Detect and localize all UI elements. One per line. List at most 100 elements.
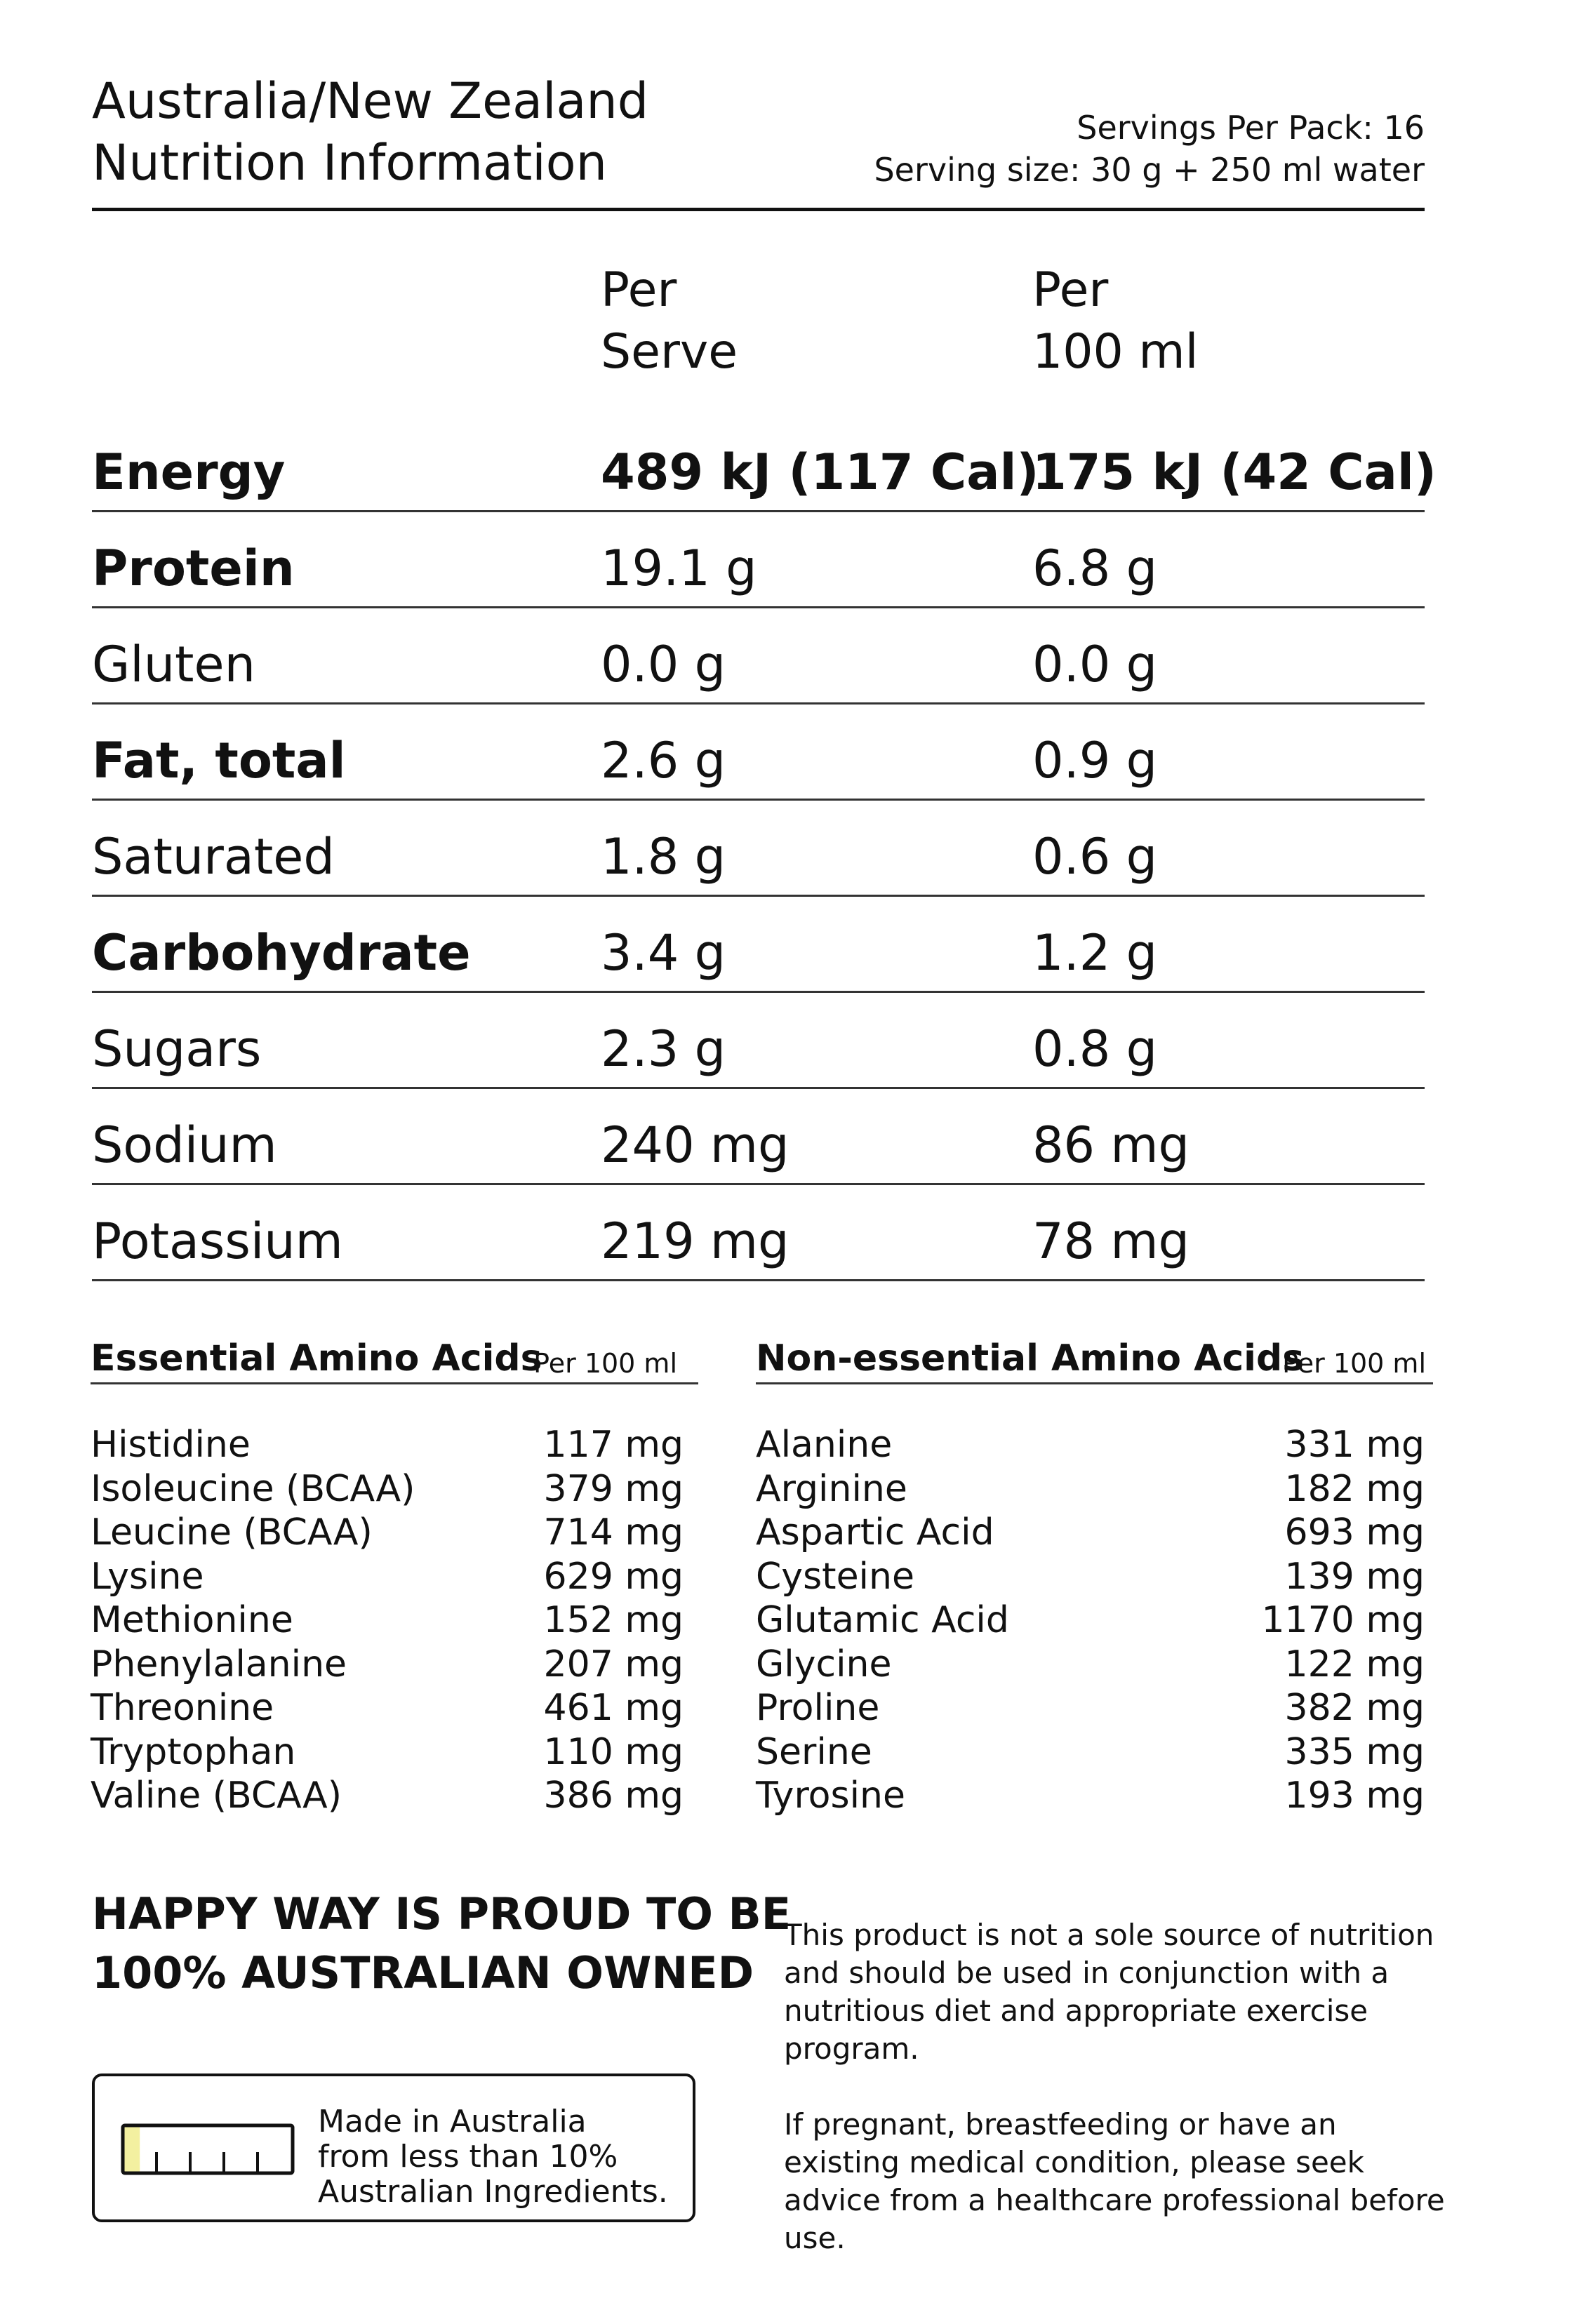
- essential-amino-title: Essential Amino Acids: [91, 1337, 542, 1380]
- serving-size: Serving size: 30 g + 250 ml water: [874, 151, 1425, 189]
- amino-name: Glycine: [756, 1643, 892, 1685]
- nutrient-name: Carbohydrate: [92, 924, 471, 982]
- nutrient-per-serve: 2.6 g: [601, 732, 726, 789]
- nutrient-per-100ml: 0.9 g: [1032, 732, 1158, 789]
- nutrient-row-sugars: Sugars 2.3 g 0.8 g: [92, 991, 1425, 1089]
- amino-name: Isoleucine (BCAA): [91, 1467, 415, 1510]
- nutrient-row-energy: Energy 489 kJ (117 Cal) 175 kJ (42 Cal): [92, 414, 1437, 512]
- list-item: Aspartic Acid 693 mg: [756, 1511, 1425, 1555]
- amino-name: Histidine: [91, 1424, 251, 1466]
- amino-value: 714 mg: [543, 1511, 684, 1554]
- amino-name: Tyrosine: [756, 1775, 905, 1817]
- amino-value: 182 mg: [1284, 1467, 1425, 1510]
- nutrient-name: Protein: [92, 540, 295, 597]
- amino-value: 386 mg: [543, 1775, 684, 1817]
- list-item: Isoleucine (BCAA) 379 mg: [91, 1467, 684, 1511]
- nutrient-per-100ml: 86 mg: [1032, 1116, 1190, 1174]
- list-item: Phenylalanine 207 mg: [91, 1643, 684, 1687]
- amino-name: Serine: [756, 1730, 872, 1773]
- list-item: Methionine 152 mg: [91, 1598, 684, 1643]
- nutrient-per-100ml: 6.8 g: [1032, 540, 1158, 597]
- nonessential-amino-per: Per 100 ml: [1282, 1348, 1426, 1379]
- amino-name: Valine (BCAA): [91, 1775, 342, 1817]
- per-100-line1: Per: [1032, 262, 1109, 318]
- list-item: Leucine (BCAA) 714 mg: [91, 1511, 684, 1555]
- nutrient-per-100ml: 78 mg: [1032, 1213, 1190, 1270]
- nutrient-per-serve: 3.4 g: [601, 924, 726, 982]
- amino-name: Lysine: [91, 1555, 204, 1598]
- nutrient-per-100ml: 175 kJ (42 Cal): [1032, 443, 1437, 501]
- servings-info: Servings Per Pack: 16 Serving size: 30 g…: [874, 107, 1425, 191]
- nutrient-per-serve: 19.1 g: [601, 540, 757, 597]
- panel-title: Australia/New Zealand Nutrition Informat…: [92, 70, 648, 194]
- nonessential-amino-list: Alanine 331 mg Arginine 182 mg Aspartic Ac…: [756, 1423, 1425, 1818]
- nutrient-name: Fat, total: [92, 732, 346, 789]
- nutrient-per-serve: 2.3 g: [601, 1020, 726, 1078]
- nutrient-row-carbohydrate: Carbohydrate 3.4 g 1.2 g: [92, 895, 1425, 993]
- nutrient-per-serve: 240 mg: [601, 1116, 789, 1174]
- header-divider: [92, 208, 1425, 211]
- nutrient-per-100ml: 1.2 g: [1032, 924, 1158, 982]
- list-item: Tryptophan 110 mg: [91, 1730, 684, 1775]
- nutrient-row-protein: Protein 19.1 g 6.8 g: [92, 510, 1425, 608]
- amino-value: 117 mg: [543, 1424, 684, 1466]
- nutrient-name: Sodium: [92, 1116, 277, 1174]
- amino-name: Methionine: [91, 1599, 293, 1641]
- essential-amino-list: Histidine 117 mg Isoleucine (BCAA) 379 mg …: [91, 1423, 684, 1818]
- amino-value: 379 mg: [543, 1467, 684, 1510]
- per-serve-line1: Per: [601, 262, 677, 318]
- nutrient-per-serve: 1.8 g: [601, 828, 726, 886]
- title-line-1: Australia/New Zealand: [92, 72, 649, 130]
- list-item: Histidine 117 mg: [91, 1423, 684, 1467]
- list-item: Threonine 461 mg: [91, 1686, 684, 1730]
- nutrient-name: Potassium: [92, 1213, 343, 1270]
- made-in-australia-box: Made in Australia from less than 10% Aus…: [92, 2073, 695, 2222]
- nutrient-name: Saturated: [92, 828, 335, 886]
- australian-owned-statement: HAPPY WAY IS PROUD TO BE 100% AUSTRALIAN…: [92, 1888, 792, 1998]
- amino-value: 331 mg: [1284, 1424, 1425, 1466]
- amino-value: 193 mg: [1284, 1775, 1425, 1817]
- ingredients-gauge-icon: [121, 2123, 295, 2175]
- nutrient-per-serve: 0.0 g: [601, 636, 726, 693]
- amino-name: Aspartic Acid: [756, 1511, 994, 1554]
- amino-name: Leucine (BCAA): [91, 1511, 373, 1554]
- list-item: Cysteine 139 mg: [756, 1555, 1425, 1599]
- amino-value: 693 mg: [1284, 1511, 1425, 1554]
- nutrient-row-sodium: Sodium 240 mg 86 mg: [92, 1087, 1425, 1185]
- per-100-line2: 100 ml: [1032, 324, 1199, 380]
- disclaimer-nutrition: This product is not a sole source of nut…: [784, 1918, 1434, 2066]
- amino-value: 335 mg: [1284, 1730, 1425, 1773]
- list-item: Glycine 122 mg: [756, 1643, 1425, 1687]
- amino-name: Proline: [756, 1687, 880, 1729]
- amino-value: 461 mg: [543, 1687, 684, 1729]
- list-item: Glutamic Acid 1170 mg: [756, 1598, 1425, 1643]
- amino-name: Arginine: [756, 1467, 907, 1510]
- list-item: Serine 335 mg: [756, 1730, 1425, 1775]
- list-item: Valine (BCAA) 386 mg: [91, 1774, 684, 1818]
- nutrient-name: Energy: [92, 443, 286, 501]
- nutrient-row-gluten: Gluten 0.0 g 0.0 g: [92, 606, 1425, 704]
- nutrient-row-potassium: Potassium 219 mg 78 mg: [92, 1183, 1425, 1281]
- amino-value: 139 mg: [1284, 1555, 1425, 1598]
- amino-value: 207 mg: [543, 1643, 684, 1685]
- gauge-outline: [121, 2123, 295, 2175]
- disclaimer-medical: If pregnant, breastfeeding or have an ex…: [784, 2107, 1445, 2255]
- nutrient-name: Sugars: [92, 1020, 262, 1078]
- amino-name: Threonine: [91, 1687, 274, 1729]
- amino-value: 1170 mg: [1261, 1599, 1425, 1641]
- disclaimer: This product is not a sole source of nut…: [784, 1916, 1458, 2295]
- nutrient-per-100ml: 0.8 g: [1032, 1020, 1158, 1078]
- nutrient-per-serve: 489 kJ (117 Cal): [601, 443, 1039, 501]
- amino-value: 629 mg: [543, 1555, 684, 1598]
- list-item: Alanine 331 mg: [756, 1423, 1425, 1467]
- nutrient-row-saturated: Saturated 1.8 g 0.6 g: [92, 799, 1425, 897]
- column-header-per-100ml: Per 100 ml: [1032, 260, 1199, 383]
- essential-amino-section: Essential Amino Acids Per 100 ml: [91, 1333, 698, 1384]
- list-item: Arginine 182 mg: [756, 1467, 1425, 1511]
- amino-name: Phenylalanine: [91, 1643, 347, 1685]
- amino-value: 382 mg: [1284, 1687, 1425, 1729]
- amino-value: 122 mg: [1284, 1643, 1425, 1685]
- per-serve-line2: Serve: [601, 324, 738, 380]
- nutrient-per-100ml: 0.6 g: [1032, 828, 1158, 886]
- list-item: Lysine 629 mg: [91, 1555, 684, 1599]
